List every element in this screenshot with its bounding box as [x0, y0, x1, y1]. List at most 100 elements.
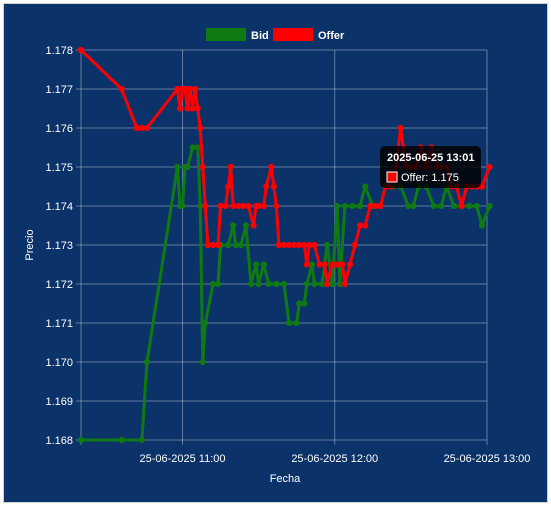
data-point-offer	[240, 202, 247, 210]
x-tick-label: 25-06-2025 11:00	[139, 453, 225, 465]
data-point-bid	[255, 280, 262, 288]
data-point-bid	[473, 202, 480, 210]
data-point-bid	[189, 144, 196, 151]
data-point-bid	[478, 222, 486, 229]
data-point-bid	[303, 280, 310, 288]
y-tick-label: 1.168	[45, 435, 73, 447]
data-point-bid	[280, 280, 288, 288]
legend-label-offer: Offer	[318, 30, 345, 42]
data-point-offer	[486, 163, 493, 171]
data-point-offer	[187, 85, 194, 93]
y-tick-label: 1.177	[45, 84, 73, 96]
data-point-bid	[247, 280, 255, 288]
x-axis-ticks: 25-06-2025 11:00 25-06-2025 12:00 25-06-20…	[139, 453, 530, 465]
data-point-offer	[397, 124, 404, 132]
data-point-bid	[318, 280, 326, 288]
data-point-offer	[263, 183, 270, 190]
data-point-bid	[357, 202, 364, 210]
data-point-offer	[321, 261, 328, 268]
data-point-offer	[235, 202, 242, 210]
legend-swatch-offer	[273, 28, 313, 41]
data-point-offer	[209, 241, 217, 249]
data-point-offer	[194, 105, 201, 112]
data-point-bid	[273, 280, 280, 288]
data-point-bid	[430, 202, 437, 210]
data-point-offer	[204, 241, 211, 249]
data-point-offer	[268, 163, 275, 171]
y-tick-label: 1.173	[45, 240, 73, 252]
data-point-bid	[202, 319, 209, 327]
data-point-offer	[118, 85, 125, 93]
data-point-bid	[296, 300, 303, 307]
data-point-bid	[308, 261, 316, 268]
tooltip: 2025-06-25 13:01 Offer: 1.175	[380, 146, 481, 188]
data-point-bid	[214, 280, 222, 288]
data-point-offer	[351, 241, 359, 249]
data-point-bid	[225, 241, 232, 249]
data-point-offer	[334, 261, 341, 268]
data-point-bid	[438, 202, 445, 210]
data-point-offer	[222, 202, 229, 210]
data-point-bid	[197, 202, 204, 210]
data-point-bid	[209, 280, 217, 288]
data-point-bid	[143, 358, 151, 366]
chart-frame	[3, 3, 548, 503]
data-point-offer	[217, 202, 224, 210]
data-point-bid	[232, 241, 239, 249]
data-point-offer	[296, 241, 303, 249]
data-point-offer	[250, 222, 257, 229]
data-point-bid	[252, 261, 260, 268]
data-point-offer	[270, 183, 277, 190]
data-point-offer	[181, 85, 189, 93]
data-point-offer	[133, 124, 140, 132]
data-point-bid	[450, 202, 458, 210]
data-point-offer	[176, 105, 184, 112]
y-tick-label: 1.171	[45, 318, 73, 330]
data-point-bid	[466, 202, 473, 210]
data-point-offer	[230, 202, 237, 210]
y-tick-label: 1.174	[45, 201, 73, 213]
data-point-offer	[227, 163, 234, 171]
series-bid	[77, 144, 493, 444]
data-point-offer	[280, 241, 288, 249]
y-axis-title: Precio	[24, 229, 36, 260]
data-point-offer	[372, 202, 379, 210]
data-point-offer	[303, 261, 310, 268]
data-point-offer	[377, 202, 384, 210]
data-point-offer	[138, 124, 145, 132]
data-point-offer	[245, 202, 252, 210]
data-point-offer	[214, 241, 222, 249]
data-point-offer	[174, 85, 181, 93]
data-point-bid	[194, 144, 201, 151]
data-point-offer	[291, 241, 298, 249]
data-point-bid	[237, 241, 244, 249]
data-point-bid	[285, 319, 293, 327]
data-point-offer	[184, 105, 191, 112]
legend-item-offer[interactable]: Offer	[273, 28, 345, 42]
data-point-offer	[202, 202, 209, 210]
data-point-bid	[311, 280, 318, 288]
data-point-offer	[285, 241, 293, 249]
data-point-bid	[301, 300, 308, 307]
legend-item-bid[interactable]: Bid	[206, 28, 269, 42]
y-tick-label: 1.169	[45, 396, 73, 408]
data-point-bid	[184, 163, 191, 171]
data-point-offer	[275, 241, 283, 249]
data-point-bid	[77, 436, 85, 444]
data-point-bid	[174, 163, 181, 171]
legend-label-bid: Bid	[251, 30, 269, 42]
grid-lines	[76, 49, 488, 445]
data-point-bid	[349, 202, 356, 210]
tooltip-title: 2025-06-25 13:01	[387, 152, 474, 164]
data-point-offer	[197, 124, 204, 132]
series-line-bid	[81, 146, 491, 442]
data-point-bid	[362, 183, 369, 190]
legend[interactable]: Bid Offer	[206, 28, 345, 42]
y-axis-ticks: 1.168 1.169 1.170 1.171 1.172 1.173 1.174 1.175…	[45, 45, 73, 447]
x-tick-label: 25-06-2025 13:00	[444, 453, 531, 465]
data-point-offer	[357, 222, 364, 229]
y-tick-label: 1.172	[45, 279, 73, 291]
data-point-bid	[230, 222, 237, 229]
data-point-bid	[341, 202, 348, 210]
